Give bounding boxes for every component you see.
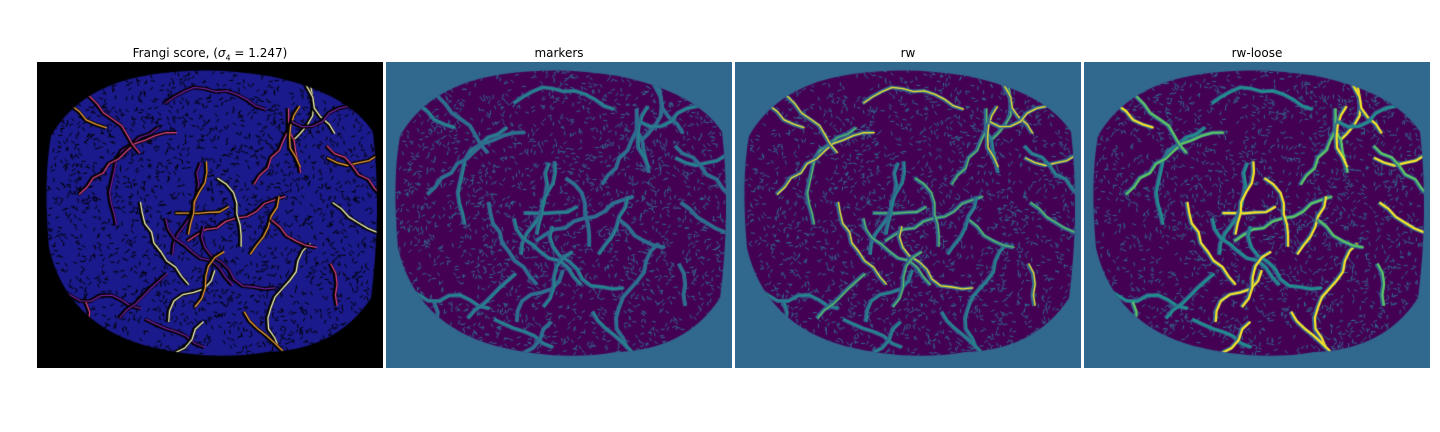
markers-image xyxy=(386,62,732,368)
rw-image xyxy=(735,62,1081,368)
panel-title-rw: rw xyxy=(900,46,916,60)
panel-rw: rw xyxy=(735,44,1081,368)
panel-markers: markers xyxy=(386,44,732,368)
rw-loose-image xyxy=(1084,62,1430,368)
panel-title-rw-loose: rw-loose xyxy=(1231,46,1283,60)
panel-rw-loose: rw-loose xyxy=(1084,44,1430,368)
panel-title-markers: markers xyxy=(534,46,584,60)
panel-title-frangi: Frangi score, (σ4 = 1.247) xyxy=(132,46,288,63)
frangi-score-image xyxy=(37,62,383,368)
panel-frangi-score: Frangi score, (σ4 = 1.247) xyxy=(37,44,383,368)
